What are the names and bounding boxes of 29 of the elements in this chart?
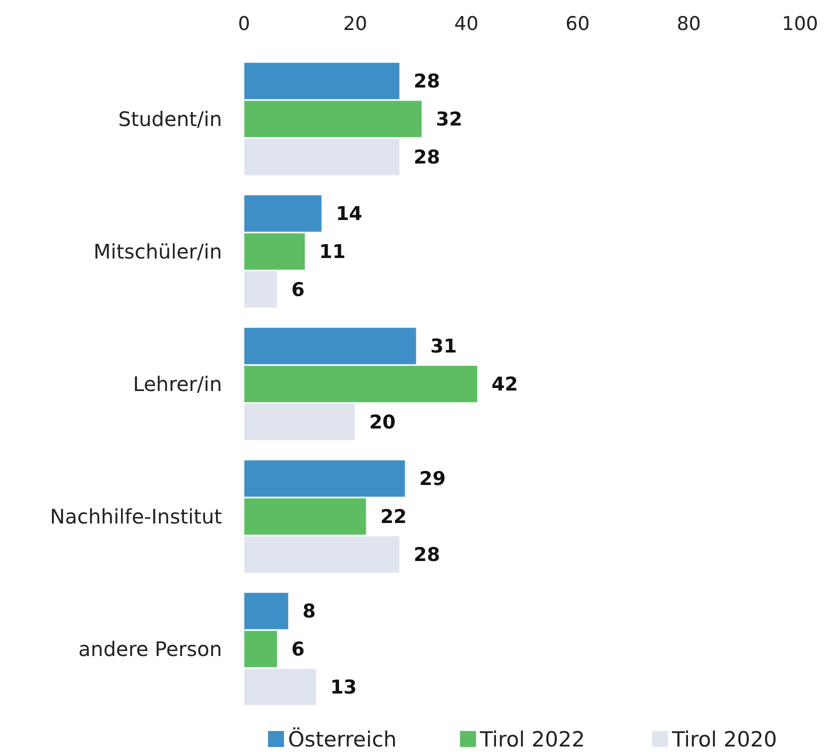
data-label: 20 [369, 412, 396, 434]
y-tick-label: Student/in [118, 106, 222, 131]
data-label: 32 [436, 108, 462, 131]
data-label: 8 [302, 600, 316, 623]
x-tick-label: 0 [238, 13, 250, 35]
y-tick-label: andere Person [78, 637, 222, 662]
legend-label: Österreich [288, 726, 397, 752]
y-tick-label: Mitschüler/in [94, 239, 222, 264]
data-label: 6 [291, 279, 305, 302]
data-label: 14 [336, 203, 362, 226]
x-tick-label: 100 [782, 13, 818, 35]
x-tick-label: 20 [343, 13, 368, 35]
data-label: 29 [419, 468, 446, 490]
data-label: 28 [414, 544, 440, 566]
x-tick-label: 80 [676, 13, 701, 35]
legend-label: Tirol 2022 [479, 727, 585, 752]
data-label: 31 [430, 336, 457, 358]
legend-label: Tirol 2020 [671, 727, 777, 752]
data-label: 6 [291, 638, 305, 661]
x-tick-label: 60 [566, 13, 590, 35]
data-label: 28 [414, 70, 440, 93]
data-label: 11 [319, 241, 346, 264]
data-label: 22 [380, 506, 407, 528]
x-tick-label: 40 [454, 13, 478, 35]
data-label: 28 [414, 146, 440, 169]
y-tick-label: Lehrer/in [132, 372, 222, 396]
data-label: 13 [330, 676, 357, 699]
y-tick-label: Nachhilfe-Institut [50, 504, 222, 529]
data-label: 42 [492, 374, 518, 396]
